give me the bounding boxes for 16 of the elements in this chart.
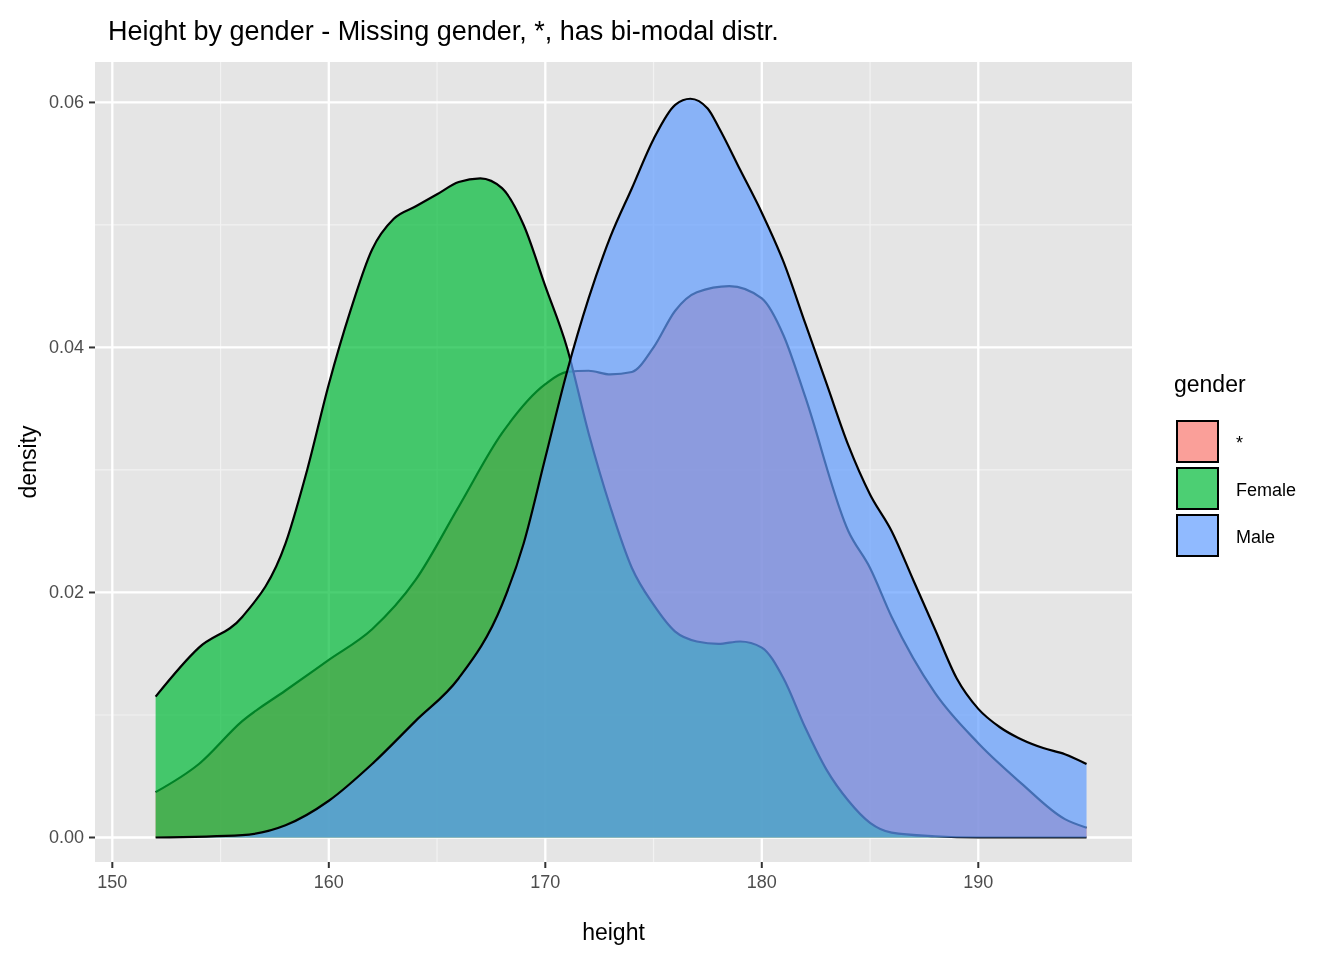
legend-label: * xyxy=(1236,433,1244,453)
x-tick-label: 190 xyxy=(963,872,994,892)
chart-title: Height by gender - Missing gender, *, has bi-modal distr. xyxy=(108,16,779,46)
y-tick-label: 0.06 xyxy=(48,92,84,113)
x-tick-label: 180 xyxy=(746,872,777,892)
legend-title: gender xyxy=(1174,371,1246,397)
legend-label: Female xyxy=(1236,480,1297,500)
x-axis-title: height xyxy=(582,919,646,945)
legend-label: Male xyxy=(1236,527,1276,547)
x-tick-label: 150 xyxy=(97,872,128,892)
y-axis-title: density xyxy=(15,425,41,499)
y-tick-label: 0.02 xyxy=(48,582,84,603)
x-tick-label: 170 xyxy=(530,872,561,892)
x-tick-label: 160 xyxy=(313,872,344,892)
y-tick-label: 0.04 xyxy=(48,337,84,358)
y-tick-label: 0.00 xyxy=(48,827,84,848)
